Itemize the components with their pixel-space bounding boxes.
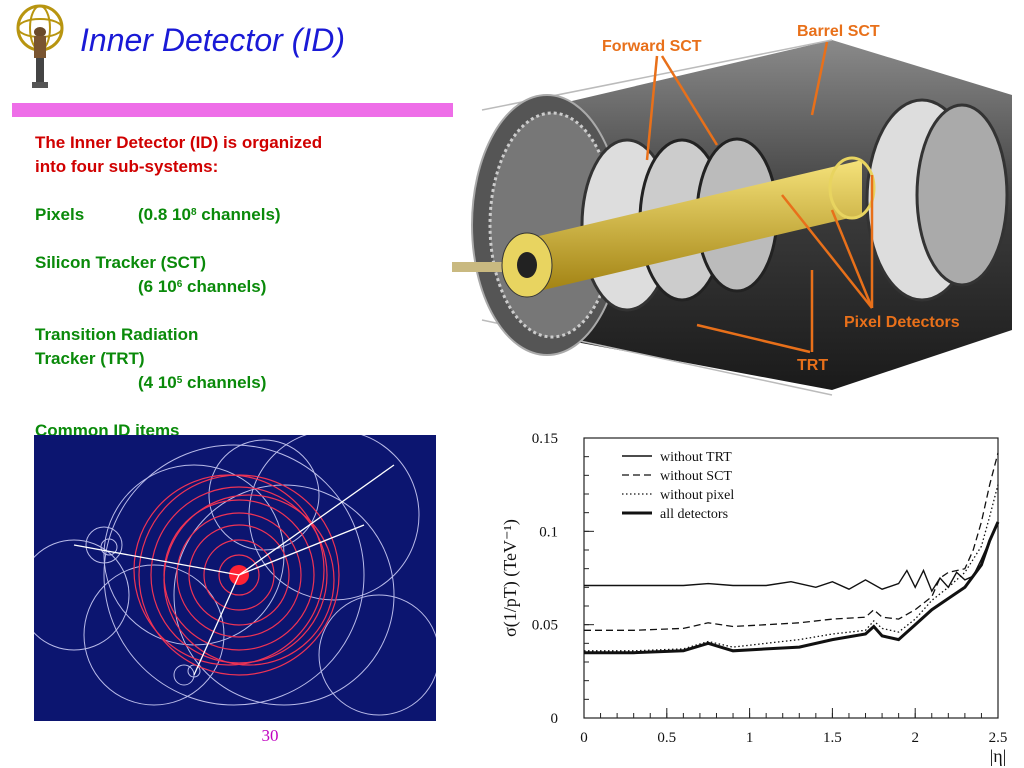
legend-label-3: all detectors [660, 507, 728, 522]
x-tick-label: 0 [580, 730, 588, 746]
legend-label-0: without TRT [660, 450, 732, 465]
legend-label-2: without pixel [660, 488, 734, 503]
series-line-1 [584, 452, 999, 631]
x-tick-label: 1 [746, 730, 754, 746]
pixels-channels: (0.8 108 channels) [138, 205, 281, 224]
y-tick-label: 0.05 [532, 618, 558, 634]
label-trt: TRT [797, 357, 828, 374]
page-number: 30 [261, 726, 279, 745]
trt-channels: (4 105 channels) [138, 373, 267, 392]
plot-frame [583, 437, 999, 719]
sct-channels: (6 106 channels) [138, 277, 267, 296]
x-axis-label: |η| [990, 746, 1007, 766]
y-axis-label: σ(1/pT) (TeV⁻¹) [500, 519, 521, 637]
label-forward-sct: Forward SCT [602, 38, 702, 55]
pixels-label: Pixels [35, 205, 85, 224]
series-line-2 [584, 484, 999, 652]
intro-line-1: The Inner Detector (ID) is organized [35, 133, 323, 152]
atlas-logo [16, 4, 64, 88]
y-tick-label: 0.1 [539, 524, 558, 540]
label-barrel-sct: Barrel SCT [797, 23, 880, 40]
x-tick-label: 1.5 [823, 730, 842, 746]
series-line-3 [584, 521, 1000, 655]
legend-label-1: without SCT [660, 469, 732, 484]
title-underline [12, 103, 453, 117]
label-pixel-detectors: Pixel Detectors [844, 314, 960, 331]
y-tick-label: 0.15 [532, 431, 558, 447]
resolution-chart: 0 0.5 1 1.5 2 2.5 0 0.05 0.1 0.15 σ(1/pT) (TeV⁻¹) |… [500, 431, 1008, 766]
pixels-line: Pixels (0.8 108 channels) [35, 203, 435, 227]
inner-detector-illustration: Forward SCT Barrel SCT Pixel Detectors T… [452, 23, 1012, 396]
x-tick-label: 2.5 [989, 730, 1008, 746]
y-tick-label: 0 [551, 711, 559, 727]
intro-line-2: into four sub-systems: [35, 157, 219, 176]
series-line-0 [584, 521, 999, 593]
slide-title: Inner Detector (ID) [80, 22, 345, 58]
body-text: The Inner Detector (ID) is organized int… [35, 131, 435, 443]
trt-label-2: Tracker (TRT) [35, 349, 145, 368]
x-tick-label: 0.5 [657, 730, 676, 746]
trt-label-1: Transition Radiation [35, 325, 199, 344]
sct-label: Silicon Tracker (SCT) [35, 253, 206, 272]
x-tick-label: 2 [911, 730, 919, 746]
event-display-image [34, 435, 436, 721]
